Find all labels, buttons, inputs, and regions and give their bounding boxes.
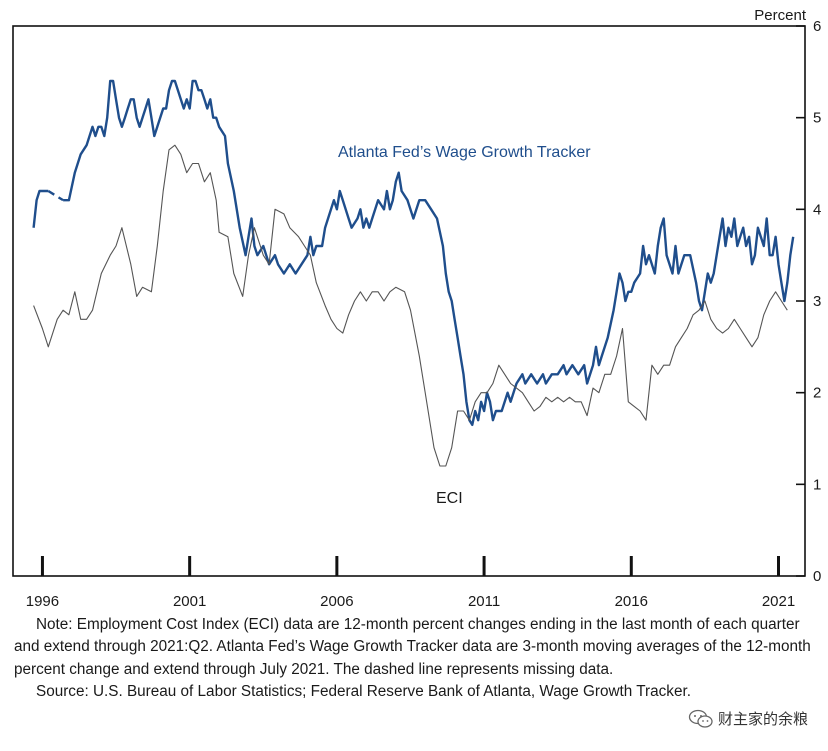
x-tick-label: 2006: [320, 593, 353, 610]
series-line-wage-growth-tracker: [63, 79, 795, 426]
y-axis: 0 1 2 3 4 5 6: [796, 18, 821, 585]
y-tick-label: 1: [813, 476, 821, 493]
series-label-eci: ECI: [436, 490, 463, 507]
y-tick-label: 6: [813, 18, 821, 35]
x-tick-label: 2011: [468, 593, 500, 610]
y-tick-label: 2: [813, 385, 821, 402]
y-tick-label: 5: [813, 110, 821, 127]
x-tick-label: 2001: [173, 593, 206, 610]
series-lines: [32, 79, 795, 467]
x-tick-label: 2021: [762, 593, 795, 610]
source-text: Source: U.S. Bureau of Labor Statistics;…: [36, 683, 691, 701]
series-label-wage-growth-tracker: Atlanta Fed’s Wage Growth Tracker: [338, 144, 591, 161]
y-axis-label: Percent: [754, 7, 807, 24]
watermark: 财主家的余粮: [688, 708, 808, 729]
missing-data-dashed-line: [47, 189, 64, 202]
watermark-text: 财主家的余粮: [717, 710, 808, 728]
y-tick-label: 0: [813, 568, 821, 585]
x-tick-label: 1996: [26, 593, 59, 610]
plot-border: [12, 25, 806, 577]
chart: 1996 2001 2006 2011 2016 2021 0 1 2 3 4 5 6 Percent…: [12, 7, 821, 610]
series-line-wage-growth-tracker: [32, 189, 49, 228]
wechat-icon: [688, 709, 713, 728]
y-tick-label: 3: [813, 293, 821, 310]
series-line-eci: [33, 144, 788, 467]
chart-notes: Note: Employment Cost Index (ECI) data a…: [14, 614, 822, 704]
y-tick-label: 4: [813, 201, 821, 218]
x-axis: 1996 2001 2006 2011 2016 2021: [26, 556, 795, 610]
x-tick-label: 2016: [615, 593, 648, 610]
plot-frame: [12, 25, 806, 577]
note-text: Note: Employment Cost Index (ECI) data a…: [14, 616, 811, 678]
